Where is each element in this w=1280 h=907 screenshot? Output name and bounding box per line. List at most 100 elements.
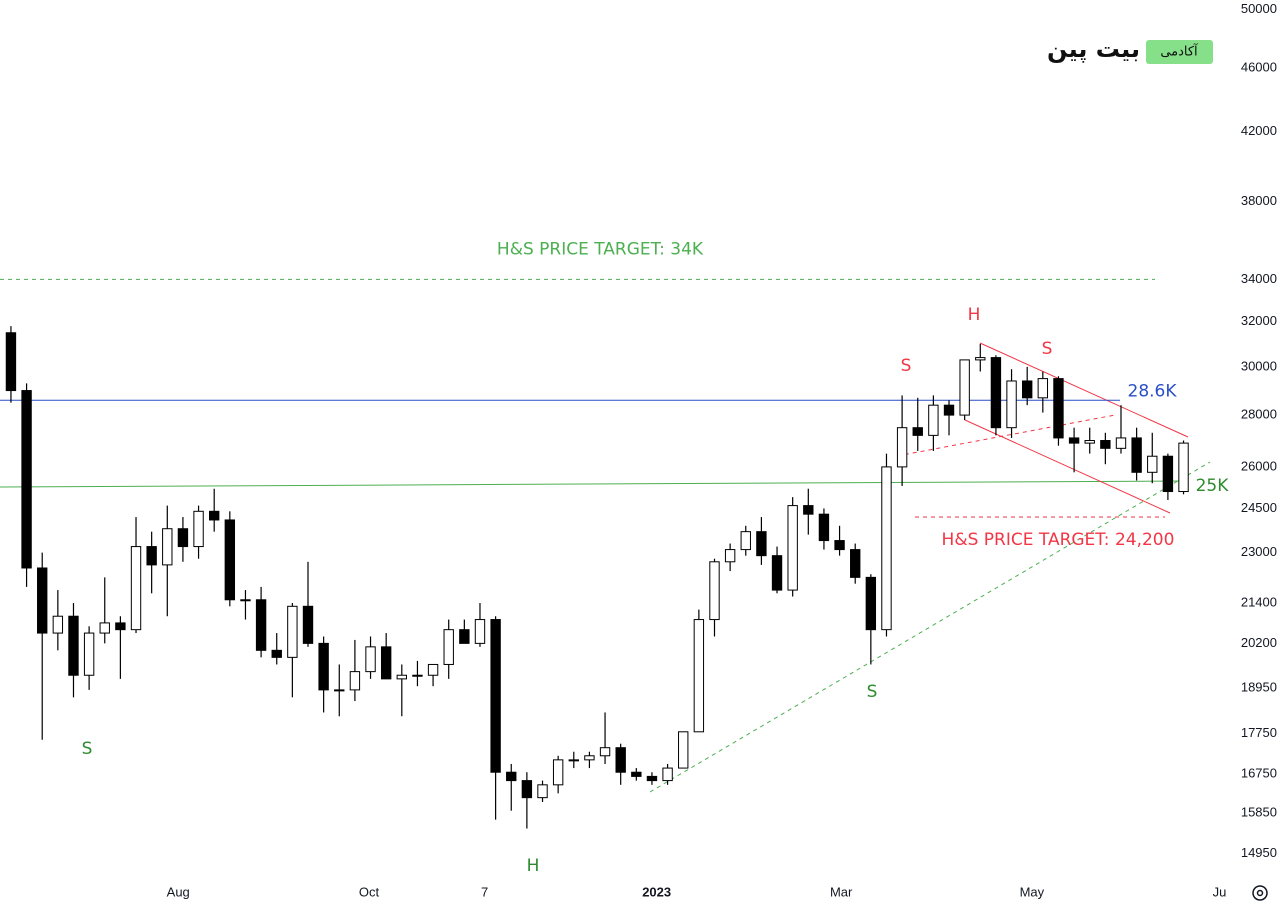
y-tick-label: 16750 xyxy=(1241,766,1277,781)
channel-upper xyxy=(979,342,1189,438)
candle-body xyxy=(99,622,110,634)
candle-body xyxy=(865,576,877,631)
candle-body xyxy=(287,605,298,658)
candle-body xyxy=(724,549,736,563)
level-label: H&S PRICE TARGET: 24,200 xyxy=(942,530,1175,550)
candle-body xyxy=(1053,378,1064,439)
x-tick-label: Mar xyxy=(830,884,853,899)
candle-body xyxy=(1100,440,1111,449)
candle-body xyxy=(928,404,939,436)
candle-body xyxy=(21,390,32,569)
candle-body xyxy=(850,549,861,578)
candle-body xyxy=(834,540,845,551)
candle-body xyxy=(631,771,642,777)
candle-body xyxy=(662,767,673,782)
candle-body xyxy=(975,357,986,361)
candle-body xyxy=(896,427,908,468)
y-tick-label: 23000 xyxy=(1241,544,1277,559)
candle-body xyxy=(115,622,126,631)
x-tick-label: 2023 xyxy=(642,884,671,899)
candle-body xyxy=(1162,455,1174,493)
candle-body xyxy=(599,747,611,757)
x-tick-label: 7 xyxy=(481,884,488,899)
candle-body xyxy=(130,546,142,631)
y-tick-label: 30000 xyxy=(1241,358,1277,373)
candle-body xyxy=(1006,380,1017,429)
y-tick-label: 18950 xyxy=(1241,679,1277,694)
candle-body xyxy=(37,567,48,634)
x-tick-label: Aug xyxy=(167,884,190,899)
y-tick-label: 26000 xyxy=(1241,458,1277,473)
candle-body xyxy=(5,332,17,392)
annotation: S xyxy=(867,682,878,702)
candle-body xyxy=(693,619,705,733)
candle-body xyxy=(521,780,533,799)
y-tick-label: 24500 xyxy=(1241,500,1277,515)
candle-body xyxy=(209,510,220,521)
candle-body xyxy=(427,663,439,676)
candle-body xyxy=(1021,380,1033,399)
candle-body xyxy=(568,759,579,762)
candle-body xyxy=(646,775,658,782)
candle-body xyxy=(1084,440,1095,444)
logo-tag: آکادمی xyxy=(1160,43,1199,60)
candle-body xyxy=(255,599,267,651)
y-tick-label: 15850 xyxy=(1241,804,1277,819)
candle-body xyxy=(1115,437,1127,449)
candle-body xyxy=(318,642,329,691)
annotation: H xyxy=(968,305,981,325)
annotation: H xyxy=(527,856,540,876)
trend-line xyxy=(649,461,1211,793)
candle-body xyxy=(396,674,407,680)
x-tick-label: Oct xyxy=(359,884,380,899)
candle-body xyxy=(490,619,501,773)
x-tick-label: May xyxy=(1020,884,1045,899)
annotation: S xyxy=(1042,339,1053,359)
x-tick-label: Ju xyxy=(1213,884,1227,899)
candle-body xyxy=(68,615,79,676)
candle-body xyxy=(771,555,783,591)
candle-body xyxy=(349,671,361,691)
candle-body xyxy=(912,427,923,436)
logo-name: بیت پین xyxy=(1047,35,1140,63)
candle-body xyxy=(380,646,392,680)
candle-body xyxy=(537,784,548,799)
candle-body xyxy=(881,466,892,631)
settings-icon[interactable] xyxy=(1252,885,1268,901)
settings-hub[interactable] xyxy=(1256,889,1264,897)
candle-body xyxy=(1037,378,1049,399)
candle-body xyxy=(818,513,830,542)
neckline xyxy=(896,414,1116,457)
candle-body xyxy=(1147,455,1158,473)
y-tick-label: 17750 xyxy=(1241,725,1277,740)
settings-gear[interactable] xyxy=(1252,885,1268,901)
y-tick-label: 32000 xyxy=(1241,313,1277,328)
candle-body xyxy=(709,561,720,621)
candle-body xyxy=(474,619,486,644)
y-tick-label: 42000 xyxy=(1241,123,1277,138)
logo: آکادمی بیت پین xyxy=(1047,35,1213,64)
y-tick-label: 28000 xyxy=(1241,407,1277,422)
candle-body xyxy=(678,731,689,769)
candle-body xyxy=(224,519,236,601)
annotation: 25K xyxy=(1196,476,1230,496)
y-tick-label: 34000 xyxy=(1241,271,1277,286)
channel-lower xyxy=(964,419,1171,514)
candle-body xyxy=(52,615,64,634)
level-label: H&S PRICE TARGET: 34K xyxy=(497,239,704,259)
y-tick-label: 14950 xyxy=(1241,845,1277,860)
candle-body xyxy=(990,357,1002,429)
y-tick-label: 38000 xyxy=(1241,193,1277,208)
candle-body xyxy=(162,528,173,566)
candle-body xyxy=(584,755,595,761)
candle-body xyxy=(552,759,564,786)
candle-body xyxy=(443,629,454,665)
candle-body xyxy=(146,546,157,566)
candles xyxy=(5,326,1189,829)
y-tick-label: 46000 xyxy=(1241,59,1277,74)
candle-body xyxy=(365,646,376,673)
candle-body xyxy=(1178,442,1189,493)
logo-tag-bg xyxy=(1146,40,1213,64)
candle-body xyxy=(177,528,189,548)
